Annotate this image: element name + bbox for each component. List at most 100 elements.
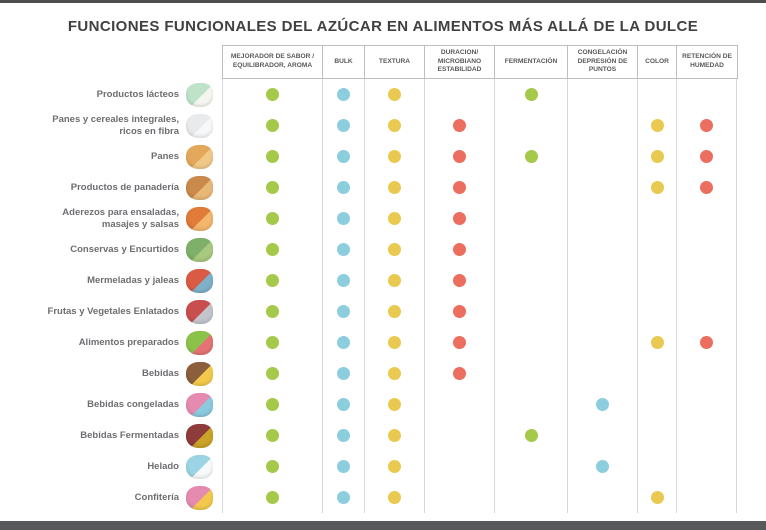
blue-dot [337,119,350,132]
row-label-cell: Panes [0,141,222,172]
matrix-cell [676,110,737,141]
matrix-cell [222,110,322,141]
green-dot [266,305,279,318]
column-header: MEJORADOR DE SABOR / EQUILIBRADOR, AROMA [222,45,323,79]
matrix-cell [676,234,737,265]
table-row: Frutas y Vegetales Enlatados [0,296,766,327]
cereal-bowl-icon [186,113,213,138]
table-row: Conservas y Encurtidos [0,234,766,265]
jam-jars-icon [186,268,213,293]
row-label: Helado [147,460,179,472]
matrix-cell [322,265,364,296]
red-dot [700,181,713,194]
red-dot [453,181,466,194]
green-dot [524,88,538,101]
matrix-cell [364,141,424,172]
matrix-cell [364,265,424,296]
dressing-bottles-icon [186,206,213,231]
row-label: Productos lácteos [96,88,179,100]
row-label: Bebidas congeladas [87,398,179,410]
matrix-cell [676,358,737,389]
green-dot [266,491,279,504]
column-header: DURACION/ MICROBIANO ESTABILIDAD [424,45,495,79]
yellow-dot [388,274,401,287]
red-dot [700,150,713,163]
table-row: Bebidas [0,358,766,389]
candy-icon [186,485,213,510]
matrix-cell [222,79,322,110]
blue-dot [337,212,350,225]
matrix-cell [494,482,567,513]
matrix-cell [364,234,424,265]
table-row: Bebidas congeladas [0,389,766,420]
matrix-cell [322,327,364,358]
matrix-cell [322,389,364,420]
green-dot [266,119,279,132]
green-dot [266,274,279,287]
matrix-cell [222,172,322,203]
blue-dot [337,367,350,380]
table-row: Panes [0,141,766,172]
row-label: Alimentos preparados [78,336,179,348]
yellow-dot [388,367,401,380]
matrix-cell [222,482,322,513]
row-label: Panes [151,150,179,162]
row-label: Productos de panadería [70,181,179,193]
blue-dot [337,429,350,442]
row-label: Panes y cereales integrales, ricos en fi… [52,114,179,137]
matrix-cell [567,110,637,141]
matrix-cell [637,79,676,110]
bread-bagel-icon [186,144,213,169]
table-row: Helado [0,451,766,482]
matrix-cell [676,141,737,172]
column-header: BULK [322,45,365,79]
green-dot [524,429,538,442]
row-label-cell: Panes y cereales integrales, ricos en fi… [0,110,222,141]
row-label-cell: Bebidas Fermentadas [0,420,222,451]
table-row: Alimentos preparados [0,327,766,358]
matrix-cell [494,389,567,420]
row-label: Conservas y Encurtidos [70,243,179,255]
matrix-cell [364,358,424,389]
matrix-cell [676,327,737,358]
matrix-cell [494,141,567,172]
row-label-cell: Confitería [0,482,222,513]
matrix-cell [222,420,322,451]
matrix-cell [637,451,676,482]
matrix-cell [637,358,676,389]
red-dot [453,367,466,380]
matrix-cell [424,451,494,482]
red-dot [453,274,466,287]
row-label-cell: Aderezos para ensaladas, masajes y salsa… [0,203,222,234]
muffins-icon [186,175,213,200]
matrix-cell [637,296,676,327]
yellow-dot [650,181,664,194]
frozen-drinks-icon [186,392,213,417]
fermented-drinks-icon [186,423,213,448]
yellow-dot [388,212,401,225]
matrix-cell [322,172,364,203]
yellow-dot [388,243,401,256]
row-label-cell: Conservas y Encurtidos [0,234,222,265]
matrix-cell [494,172,567,203]
matrix-cell [637,141,676,172]
matrix-cell [567,172,637,203]
matrix-cell [424,327,494,358]
matrix-cell [494,110,567,141]
red-dot [453,305,466,318]
table-row: Productos lácteos [0,79,766,110]
matrix-cell [637,110,676,141]
matrix-cell [364,203,424,234]
matrix-cell [494,203,567,234]
matrix-cell [322,420,364,451]
table-row: Confitería [0,482,766,513]
matrix-cell [494,327,567,358]
yellow-dot [650,491,664,504]
matrix-cell [567,265,637,296]
yellow-dot [650,150,664,163]
table-row: Mermeladas y jaleas [0,265,766,296]
matrix-cell [567,203,637,234]
red-dot [453,243,466,256]
green-dot [266,212,279,225]
header-spacer [0,45,223,79]
